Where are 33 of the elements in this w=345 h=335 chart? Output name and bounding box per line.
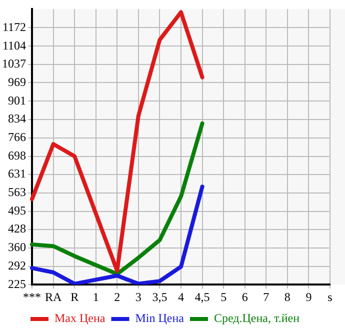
x-tick-label: 4,5 xyxy=(194,290,210,304)
legend-label: Сред.Цена, т.йен xyxy=(214,311,300,326)
y-tick-label: 698 xyxy=(8,148,26,162)
x-tick-label: 3 xyxy=(135,290,142,304)
y-tick-label: 1037 xyxy=(2,56,26,70)
legend-label: Max Цена xyxy=(54,311,106,326)
x-tick-label: 7 xyxy=(263,290,270,304)
y-tick-label: 292 xyxy=(8,258,26,273)
x-tick-label: 4 xyxy=(178,290,184,304)
x-tick-label: 6 xyxy=(242,290,248,304)
y-tick-label: 766 xyxy=(8,130,26,144)
y-tick-label: 563 xyxy=(8,185,26,200)
x-tick-label: s xyxy=(328,290,333,304)
y-tick-label: 631 xyxy=(8,166,26,181)
x-tick-label: 1 xyxy=(92,290,99,304)
x-tick-label: *** xyxy=(23,290,41,304)
legend-label: Min Цена xyxy=(135,311,185,326)
x-tick-label: 8 xyxy=(284,290,290,304)
y-tick-label: 360 xyxy=(8,240,26,254)
x-tick-label: R xyxy=(70,290,79,304)
x-tick-label: RA xyxy=(44,290,62,304)
y-tick-label: 901 xyxy=(8,93,26,108)
x-tick-label: 3,5 xyxy=(152,290,168,304)
x-tick-label: 5 xyxy=(220,290,227,304)
y-tick-label: 225 xyxy=(8,276,26,291)
x-tick-label: 2 xyxy=(114,290,120,304)
y-tick-label: 428 xyxy=(8,222,26,236)
y-tick-label: 1104 xyxy=(2,38,26,52)
y-tick-label: 834 xyxy=(8,112,26,126)
y-tick-label: 495 xyxy=(8,203,26,218)
y-tick-label: 1172 xyxy=(2,20,26,34)
y-tick-label: 969 xyxy=(8,74,26,89)
x-tick-label: 9 xyxy=(306,290,312,304)
